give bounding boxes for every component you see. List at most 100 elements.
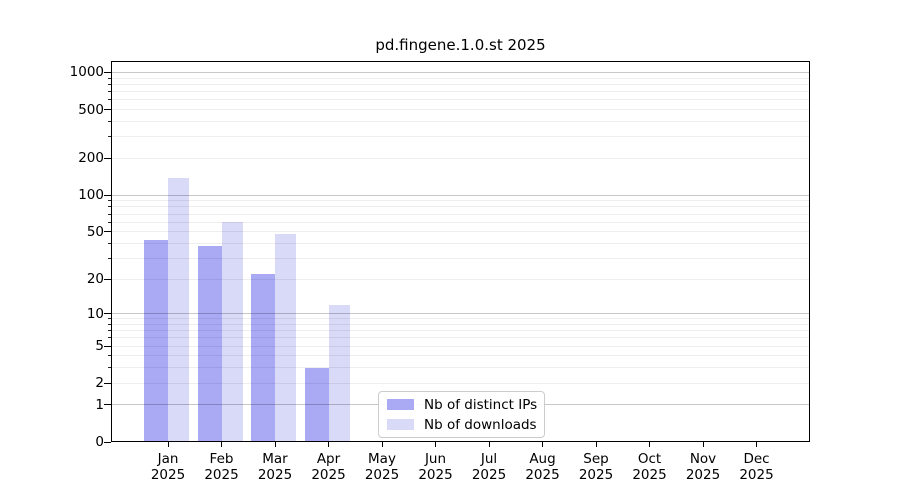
minor-gridline: [112, 157, 809, 159]
x-tick-month: May: [368, 451, 396, 467]
y-tick-label: 500: [78, 101, 104, 118]
x-tick-label: Dec 2025: [725, 451, 789, 483]
minor-gridline: [112, 99, 809, 101]
y-minor-tick: [108, 242, 111, 244]
y-tick: [104, 382, 111, 384]
x-tick-month: Jan: [157, 451, 179, 467]
y-tick-label: 20: [86, 271, 104, 288]
x-tick: [381, 442, 383, 447]
y-minor-tick: [108, 136, 111, 138]
y-minor-tick: [108, 91, 111, 93]
y-minor-tick: [108, 367, 111, 369]
x-tick: [167, 442, 169, 447]
bar: [275, 233, 296, 441]
y-minor-tick: [108, 206, 111, 208]
minor-gridline: [112, 278, 809, 280]
x-tick-year: 2025: [418, 467, 453, 483]
minor-gridline: [112, 221, 809, 223]
minor-gridline: [112, 337, 809, 339]
x-tick-year: 2025: [578, 467, 614, 483]
minor-gridline: [112, 367, 809, 369]
x-tick-month: Nov: [689, 451, 717, 467]
legend-label-downloads: Nb of downloads: [424, 416, 537, 433]
x-tick-label: Oct 2025: [618, 451, 682, 483]
major-gridline: [112, 194, 809, 196]
y-tick-label: 10: [86, 305, 104, 322]
x-tick: [542, 442, 543, 447]
x-tick-year: 2025: [150, 467, 186, 483]
y-minor-tick: [108, 355, 111, 357]
y-tick-label: 0: [95, 434, 104, 450]
y-tick: [104, 194, 111, 196]
x-tick: [595, 442, 597, 447]
x-tick: [649, 442, 650, 447]
y-minor-tick: [108, 221, 111, 223]
y-tick: [104, 441, 111, 443]
bar: [328, 304, 350, 441]
x-tick-year: 2025: [257, 467, 293, 483]
x-tick-month: Aug: [529, 451, 556, 467]
bar: [144, 239, 168, 441]
minor-gridline: [112, 323, 809, 325]
y-minor-tick: [108, 99, 111, 101]
x-tick: [221, 442, 222, 447]
y-minor-tick: [108, 83, 111, 85]
y-tick-label: 50: [86, 223, 104, 240]
bar: [221, 222, 243, 441]
y-tick-label: 1000: [69, 64, 104, 81]
minor-gridline: [112, 83, 809, 85]
bar: [197, 246, 222, 441]
x-tick-year: 2025: [739, 467, 774, 483]
bar: [304, 367, 329, 441]
y-tick: [104, 71, 111, 73]
x-tick-label: Feb 2025: [190, 451, 254, 483]
y-tick-label: 5: [95, 338, 104, 355]
x-tick-month: Jun: [424, 451, 447, 467]
legend-swatch-downloads-icon: [387, 419, 414, 430]
legend-item-distinct-ips: Nb of distinct IPs: [387, 396, 538, 413]
y-minor-tick: [108, 330, 111, 332]
y-tick: [104, 231, 111, 233]
x-tick-month: Dec: [743, 451, 770, 467]
x-tick: [435, 442, 436, 447]
y-minor-tick: [108, 77, 111, 79]
y-tick: [104, 404, 111, 406]
x-tick-month: Jul: [480, 451, 498, 467]
minor-gridline: [112, 345, 809, 347]
y-tick: [104, 157, 111, 159]
x-tick-month: Feb: [209, 451, 234, 467]
minor-gridline: [112, 257, 809, 259]
x-tick-month: Sep: [583, 451, 609, 467]
major-gridline: [112, 313, 809, 315]
x-tick-year: 2025: [525, 467, 560, 483]
bar: [168, 178, 189, 441]
x-tick-label: Jan 2025: [136, 451, 200, 483]
minor-gridline: [112, 382, 809, 384]
x-tick-year: 2025: [311, 467, 346, 483]
x-tick-label: Aug 2025: [511, 451, 575, 483]
x-tick-year: 2025: [471, 467, 507, 483]
x-tick: [274, 442, 276, 447]
minor-gridline: [112, 318, 809, 320]
legend: Nb of distinct IPs Nb of downloads: [378, 391, 545, 438]
minor-gridline: [112, 206, 809, 208]
x-tick-label: Jul 2025: [457, 451, 521, 483]
x-tick-year: 2025: [364, 467, 400, 483]
bar: [251, 274, 275, 441]
x-tick-label: Nov 2025: [671, 451, 735, 483]
minor-gridline: [112, 136, 809, 138]
x-tick: [488, 442, 490, 447]
x-tick: [756, 442, 757, 447]
y-minor-tick: [108, 318, 111, 320]
y-tick-label: 2: [95, 375, 104, 392]
x-tick-label: Sep 2025: [564, 451, 628, 483]
y-minor-tick: [108, 337, 111, 339]
legend-label-distinct-ips: Nb of distinct IPs: [424, 396, 538, 413]
x-tick: [328, 442, 329, 447]
y-tick: [104, 109, 111, 110]
y-tick-label: 200: [78, 150, 104, 167]
x-tick-label: Apr 2025: [297, 451, 361, 483]
legend-swatch-distinct-ips-icon: [387, 399, 414, 410]
y-tick-label: 100: [78, 187, 104, 204]
x-tick: [702, 442, 704, 447]
